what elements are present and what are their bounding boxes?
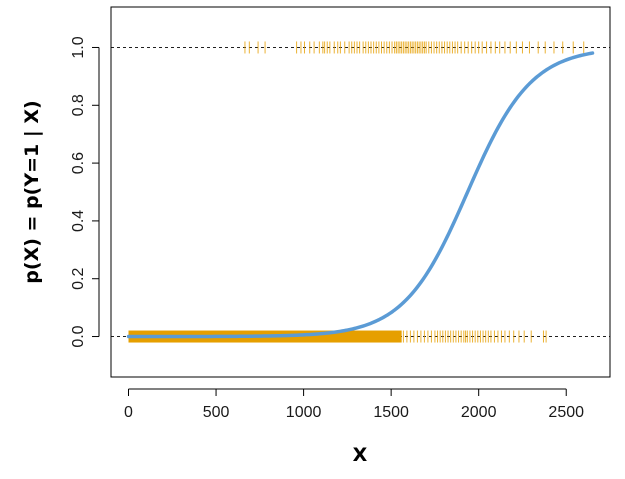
y-tick-label: 0.6	[70, 152, 87, 174]
x-tick-label: 1000	[286, 404, 322, 421]
y-axis: 0.0 0.2 0.4 0.6 0.8 1.0	[70, 36, 100, 348]
x-tick-label: 500	[203, 404, 230, 421]
y-tick-label: 1.0	[70, 36, 87, 58]
y-tick-label: 0.8	[70, 94, 87, 116]
fitted-curve-group	[126, 51, 595, 339]
x-axis: 0 500 1000 1500 2000 2500	[124, 388, 584, 421]
x-tick-label: 2000	[461, 404, 497, 421]
y-tick-label: 0.2	[70, 268, 87, 290]
x-tick-label: 1500	[373, 404, 409, 421]
plot-frame	[110, 6, 611, 378]
y-axis-title: p(X) = p(Y=1 | X)	[21, 100, 43, 283]
y-tick-label: 0.4	[70, 210, 87, 232]
rug-y1	[244, 41, 585, 54]
x-axis-title: X	[353, 444, 368, 466]
y-tick-label: 0.0	[70, 325, 87, 347]
x-tick-label: 0	[124, 404, 133, 421]
fitted-curve	[126, 51, 595, 339]
reference-lines	[111, 47, 610, 337]
x-tick-label: 2500	[548, 404, 584, 421]
